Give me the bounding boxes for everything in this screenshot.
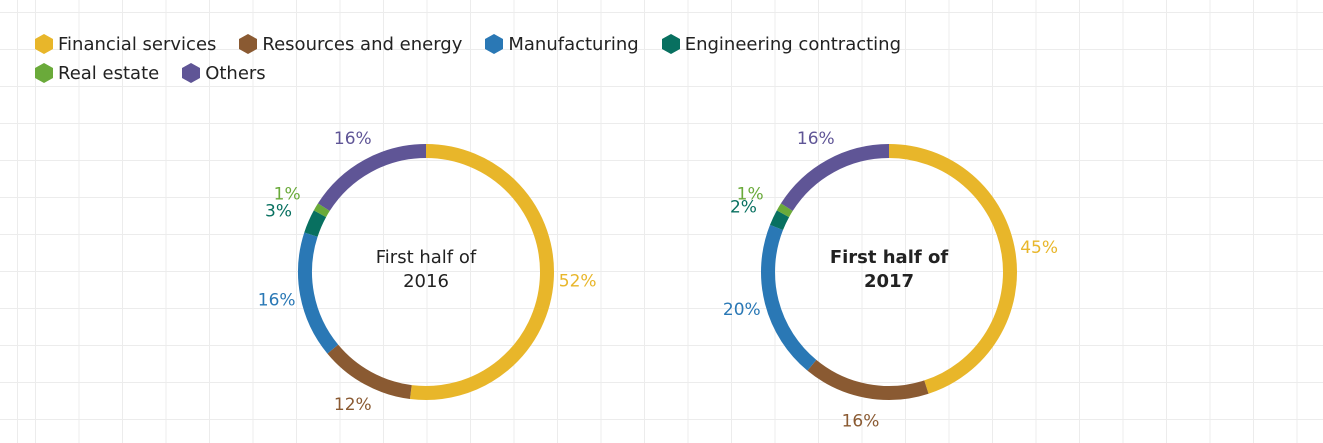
data-label: 1% (274, 185, 301, 205)
donut-segment (313, 203, 330, 218)
legend-label: Resources and energy (262, 33, 463, 55)
legend-item: Others (181, 60, 266, 86)
donut-segment (409, 144, 554, 400)
legend-label: Financial services (58, 33, 217, 55)
legend-label: Real estate (58, 62, 160, 84)
legend-hexagon (485, 34, 504, 54)
legend-label: Manufacturing (508, 33, 639, 55)
legend-item: Resources and energy (238, 31, 462, 57)
donut-title: First half of 2016 (375, 247, 477, 292)
data-label: 3% (265, 202, 292, 222)
data-label: 52% (559, 272, 597, 292)
legend-hexagon (661, 34, 680, 54)
legend-item: Engineering contracting (661, 31, 901, 57)
data-label: 20% (723, 300, 761, 320)
legend-item: Financial services (34, 31, 216, 57)
data-label: 16% (334, 129, 372, 149)
legend-marker (485, 34, 504, 54)
donut-title: First half of 2017 (829, 247, 949, 292)
data-label: 1% (737, 185, 764, 205)
legend-label: Engineering contracting (684, 33, 902, 55)
legend-marker (182, 63, 201, 83)
legend-label: Others (205, 62, 266, 84)
data-label: 2% (730, 197, 757, 217)
donut-segment (761, 224, 817, 371)
donut-segment (304, 210, 327, 237)
legend-marker (35, 34, 53, 54)
legend-hexagon (239, 34, 258, 54)
donut-segment (780, 144, 890, 212)
legend: Financial services Resources and energy Ma… (34, 31, 994, 86)
donut-segment (769, 210, 790, 231)
legend-item: Real estate (34, 60, 159, 86)
data-label: 45% (1020, 238, 1058, 258)
donut-segment (776, 203, 793, 218)
legend-hexagon (182, 63, 201, 83)
legend-item: Manufacturing (484, 31, 639, 57)
donut-segment (327, 344, 412, 399)
data-label: 16% (842, 411, 880, 431)
legend-marker (239, 34, 258, 54)
donut-segment (298, 232, 339, 354)
data-label: 12% (334, 395, 372, 415)
legend-marker (661, 34, 680, 54)
data-label: 16% (797, 129, 835, 149)
data-label: 16% (258, 290, 296, 310)
legend-hexagon (35, 34, 53, 54)
legend-marker (35, 63, 53, 83)
donut-segment (317, 144, 427, 212)
legend-hexagon (35, 63, 53, 83)
donut-segment (888, 144, 1017, 394)
donut-segment (807, 359, 929, 400)
